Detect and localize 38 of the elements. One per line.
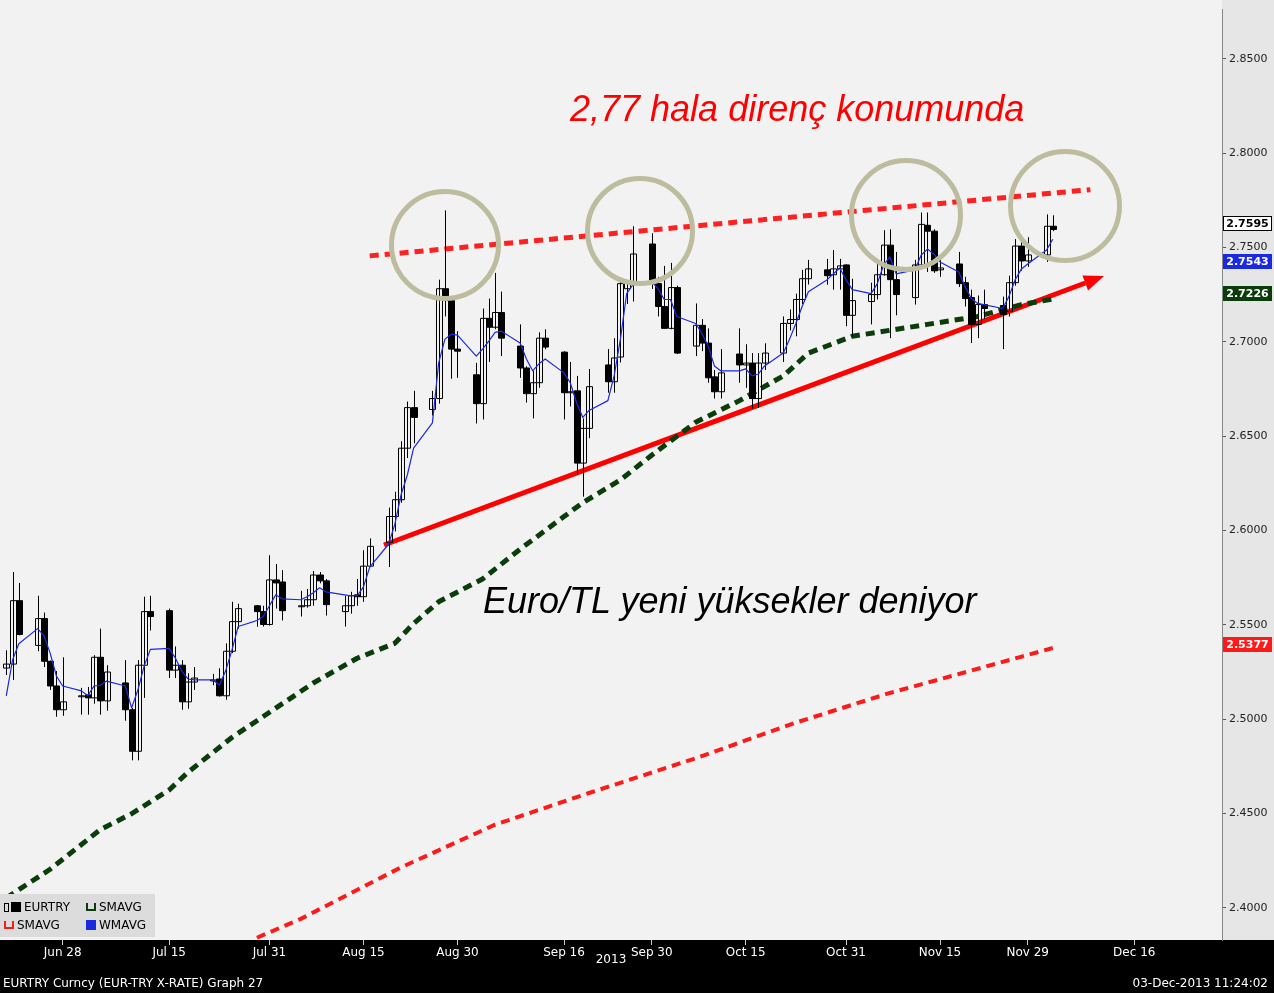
legend-label: WMAVG [99,918,147,932]
legend-label: SMAVG [17,918,60,932]
text: 2.5377 [1223,637,1272,652]
y-tick-label: 2.8000 [1229,145,1268,159]
annotation: Euro/TL yeni yüksekler deniyor [483,580,977,622]
x-tick-label: Nov 29 [1006,945,1049,960]
x-tick-label: Aug 30 [436,945,479,960]
text: EURTRY Curncy (EUR-TRY X-RATE) Graph 27 [3,976,264,990]
y-tick-label: 2.7500 [1229,240,1268,254]
text: 2.7595 [1223,216,1272,231]
x-tick-label: Sep 30 [630,945,673,960]
annotation: 2,77 hala direnç konumunda [570,88,1025,130]
text: 2.7226 [1223,286,1272,301]
candlestick [429,390,436,417]
y-tick-label: 2.5500 [1229,617,1268,631]
x-tick-label: Jul 15 [151,945,186,960]
x-tick-label: Dec 16 [1113,945,1156,960]
line-series [254,646,1055,940]
x-axis-title: 2013 [595,951,627,966]
candlestick [912,259,919,306]
legend-label: EURTRY [24,900,71,914]
x-tick-label: Oct 31 [826,945,866,960]
x-tick-label: Sep 16 [543,945,585,960]
x-tick-label: Nov 15 [918,945,962,960]
x-tick-label: Jul 31 [251,945,287,960]
x-tick-label: Jun 28 [42,945,82,960]
x-tick-label: Aug 15 [342,945,385,960]
y-tick-label: 2.8500 [1229,51,1268,65]
y-tick-label: 2.6000 [1229,523,1268,537]
x-tick-label: Oct 15 [725,945,766,960]
text: 03-Dec-2013 11:24:02 [1132,976,1268,990]
y-tick-label: 2.4000 [1229,900,1268,914]
y-tick-label: 2.4500 [1229,806,1268,820]
text: 2.7543 [1223,254,1272,269]
legend-label: SMAVG [99,900,142,914]
y-tick-label: 2.5000 [1229,712,1268,726]
y-tick-label: 2.7000 [1229,334,1268,348]
y-tick-label: 2.6500 [1229,428,1268,442]
